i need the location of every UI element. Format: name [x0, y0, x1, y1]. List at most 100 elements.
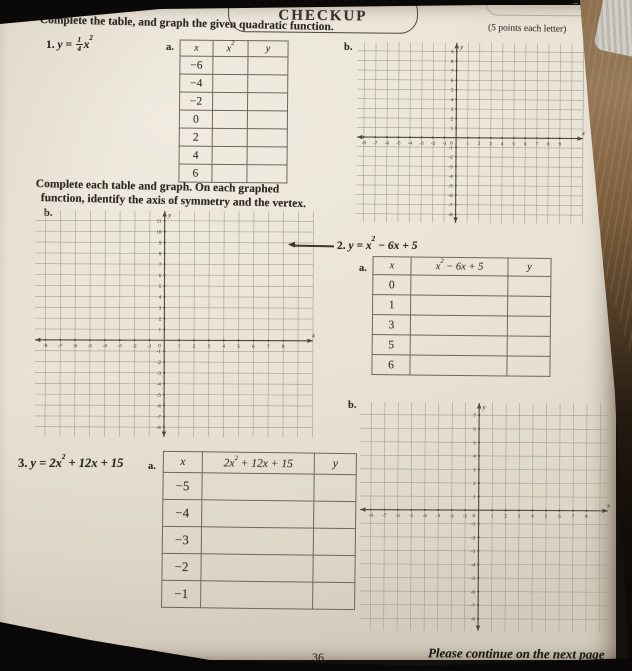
- problem2-number: 2.: [337, 239, 346, 252]
- cell-fx-blank: [200, 553, 314, 583]
- svg-text:3: 3: [208, 345, 211, 350]
- svg-text:x: x: [311, 332, 315, 339]
- table-row: 6: [178, 164, 288, 183]
- svg-text:0: 0: [158, 344, 161, 349]
- svg-text:-2: -2: [449, 156, 454, 161]
- svg-text:-4: -4: [157, 383, 162, 388]
- cell-x-value: −6: [179, 56, 213, 75]
- svg-text:10: 10: [157, 230, 162, 235]
- svg-text:-8: -8: [362, 141, 367, 146]
- cell-y-blank: [507, 295, 551, 317]
- svg-text:-7: -7: [373, 141, 378, 146]
- svg-text:-3: -3: [436, 514, 441, 519]
- svg-text:7: 7: [536, 142, 539, 147]
- svg-text:5: 5: [473, 441, 476, 446]
- problem1-number: 1.: [46, 38, 55, 51]
- svg-text:1: 1: [466, 142, 469, 147]
- cell-y-blank: [247, 92, 288, 111]
- cell-y-blank: [247, 146, 288, 165]
- problem1-equation: 1. y = 1 4 x2: [46, 34, 93, 53]
- svg-text:-1: -1: [147, 344, 152, 349]
- svg-text:5: 5: [159, 285, 162, 290]
- svg-text:7: 7: [267, 345, 270, 350]
- col-header-x: x: [163, 451, 203, 473]
- svg-text:-7: -7: [157, 415, 162, 420]
- svg-text:1: 1: [473, 495, 476, 500]
- table-row: 1: [372, 294, 551, 317]
- cell-fx-blank: [201, 499, 314, 529]
- cell-fx-blank: [212, 92, 248, 111]
- svg-text:3: 3: [518, 515, 521, 520]
- problem2-eq: y = x2 − 6x + 5: [348, 235, 418, 252]
- table-row: 4: [179, 146, 288, 165]
- svg-text:0: 0: [473, 514, 476, 519]
- problem1-table-label: a.: [166, 42, 174, 53]
- cell-x-value: −4: [179, 74, 213, 93]
- cell-fx-blank: [410, 274, 508, 296]
- problem1-eq: y = 1 4 x2: [57, 34, 93, 53]
- svg-text:-7: -7: [58, 344, 63, 349]
- cell-x-value: 4: [179, 146, 213, 165]
- svg-text:-2: -2: [132, 344, 137, 349]
- page-number: 36: [312, 650, 324, 664]
- table-row: 0: [372, 274, 551, 297]
- svg-text:-1: -1: [442, 142, 447, 147]
- cell-fx-blank: [409, 354, 508, 376]
- svg-text:6: 6: [451, 79, 454, 84]
- cell-fx-blank: [211, 164, 248, 183]
- svg-text:7: 7: [473, 414, 476, 419]
- svg-text:8: 8: [159, 252, 162, 257]
- svg-text:-3: -3: [471, 550, 476, 555]
- svg-text:8: 8: [585, 515, 588, 520]
- svg-text:-5: -5: [471, 577, 476, 582]
- svg-text:-4: -4: [471, 563, 476, 568]
- cell-fx-blank: [410, 334, 508, 356]
- graph3-label: b.: [348, 400, 357, 411]
- cell-fx-blank: [410, 294, 508, 316]
- svg-text:-5: -5: [396, 141, 401, 146]
- cell-y-blank: [313, 474, 357, 502]
- svg-text:-3: -3: [449, 165, 454, 170]
- coordinate-grid-1: -8 -7 -6 -5 -4 -3 -2 -1 1 2 3 4 5 6 7 8 9 -8 -7 -6 -5 -4 -3 -2 -…: [356, 42, 585, 224]
- svg-text:y: y: [167, 212, 171, 219]
- cell-x-value: 1: [372, 294, 411, 315]
- problem3-number: 3.: [18, 456, 28, 471]
- cell-fx-blank: [200, 580, 313, 610]
- svg-text:-6: -6: [396, 514, 401, 519]
- table-row: −1: [161, 580, 355, 610]
- cell-y-blank: [247, 128, 288, 147]
- cell-fx-blank: [212, 74, 248, 93]
- col-header-fx: 2x2 + 12x + 15: [202, 451, 315, 475]
- svg-text:-5: -5: [409, 514, 414, 519]
- svg-text:6: 6: [159, 274, 162, 279]
- svg-text:y: y: [459, 44, 463, 51]
- svg-text:4: 4: [222, 345, 225, 350]
- svg-text:-4: -4: [423, 514, 428, 519]
- svg-text:-5: -5: [157, 393, 162, 398]
- cell-fx-blank: [201, 472, 315, 502]
- cell-x-value: −1: [161, 580, 201, 608]
- svg-text:-4: -4: [449, 175, 454, 180]
- cell-x-value: −3: [162, 526, 202, 554]
- cell-fx-blank: [212, 110, 248, 129]
- svg-text:4: 4: [451, 98, 454, 103]
- svg-text:2: 2: [473, 482, 476, 487]
- cell-y-blank: [507, 275, 551, 297]
- problem3-table: x 2x2 + 12x + 15 y −5 −4 −3 −2 −1: [161, 451, 357, 610]
- svg-text:2: 2: [451, 117, 454, 122]
- coordinate-grid-3: -8 -7 -6 -5 -4 -3 -2 -1 1 2 3 4 5 6 7 8 -8 -7 -6 -5 -4 -3 -2 -1…: [359, 402, 610, 632]
- col-header-fx: x2: [212, 40, 249, 57]
- cell-y-blank: [506, 355, 551, 377]
- svg-text:3: 3: [159, 307, 162, 312]
- problem2-table-label: a.: [359, 263, 367, 274]
- svg-text:11: 11: [157, 220, 162, 225]
- cell-x-value: −2: [179, 92, 213, 111]
- problem2-equation: 2. y = x2 − 6x + 5: [337, 235, 418, 252]
- svg-text:-1: -1: [157, 350, 162, 355]
- svg-text:5: 5: [237, 345, 240, 350]
- col-header-x: x: [179, 40, 214, 57]
- svg-text:2: 2: [159, 317, 162, 322]
